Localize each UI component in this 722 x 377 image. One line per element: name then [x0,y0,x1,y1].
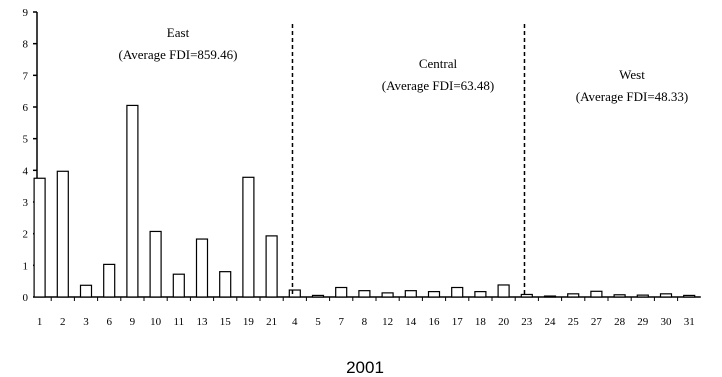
y-tick-label: 7 [23,70,29,82]
bar [497,284,510,298]
x-tick-label: 17 [452,316,464,328]
x-tick-label: 2 [60,316,66,328]
x-tick-label: 27 [591,316,603,328]
bars [33,104,696,298]
bar [56,170,69,298]
x-tick-label: 7 [338,316,344,328]
y-tick-label: 6 [23,102,29,114]
bar [659,293,673,298]
y-tick-label: 9 [23,7,29,19]
y-tick-label: 2 [23,229,29,241]
x-tick-label: 13 [197,316,209,328]
bar [636,294,649,298]
bar [567,293,580,298]
region-dividers [291,24,526,297]
x-tick-label: 29 [637,316,649,328]
y-tick-label: 5 [23,134,29,146]
x-tick-label: 6 [106,316,112,328]
x-tick-label: 9 [130,316,136,328]
region-central-average: (Average FDI=63.48) [382,78,495,93]
bar [311,294,325,298]
x-tick-label: 12 [382,316,393,328]
region-east-name: East [167,25,190,40]
bar [242,176,255,298]
y-tick-label: 8 [23,39,29,51]
x-axis-label: 2001 [346,358,384,377]
bar [427,291,441,298]
x-tick-label: 25 [568,316,580,328]
x-tick-label: 31 [684,316,695,328]
x-tick-label: 19 [243,316,255,328]
bar [149,230,162,298]
x-tick-label: 10 [150,316,162,328]
x-tick-label: 3 [83,316,89,328]
region-east-average: (Average FDI=859.46) [119,47,238,62]
x-tick-label: 28 [614,316,626,328]
x-tick-label: 20 [498,316,510,328]
x-axis: 1 2 3 6 9 10 11 13 15 19 21 4 5 7 8 12 14 16 17 18 20 23 24 25 2… [37,296,701,328]
bar [451,286,464,298]
bar [335,286,348,298]
x-tick-label: 23 [521,316,533,328]
x-tick-label: 11 [174,316,185,328]
bar [381,292,394,298]
bar [79,284,93,298]
bar [103,263,116,298]
bar [474,291,487,298]
bar [404,290,417,298]
bar [590,290,603,298]
x-tick-label: 8 [362,316,368,328]
bar [613,294,626,298]
x-tick-label: 18 [475,316,487,328]
bar [520,293,533,298]
y-tick-label: 1 [23,260,29,272]
bar [195,238,209,298]
y-tick-label: 0 [23,292,29,304]
bar [126,104,139,298]
y-tick-label: 4 [23,165,29,177]
x-tick-label: 4 [292,316,298,328]
bar [265,235,278,298]
x-tick-label: 30 [661,316,673,328]
region-west-name: West [619,67,645,82]
bar [33,177,46,298]
x-tick-label: 21 [266,316,277,328]
x-tick-label: 16 [429,316,441,328]
bar [358,290,371,298]
x-tick-label: 1 [37,316,43,328]
bar [288,289,301,298]
bar [172,273,185,298]
bar [683,294,696,298]
region-central-name: Central [419,56,458,71]
x-tick-label: 14 [405,316,417,328]
bar [543,295,557,298]
region-west-average: (Average FDI=48.33) [576,89,689,104]
bar [219,271,232,298]
x-tick-label: 15 [220,316,232,328]
x-tick-label: 24 [545,316,557,328]
x-tick-label: 5 [315,316,321,328]
y-tick-label: 3 [23,197,29,209]
